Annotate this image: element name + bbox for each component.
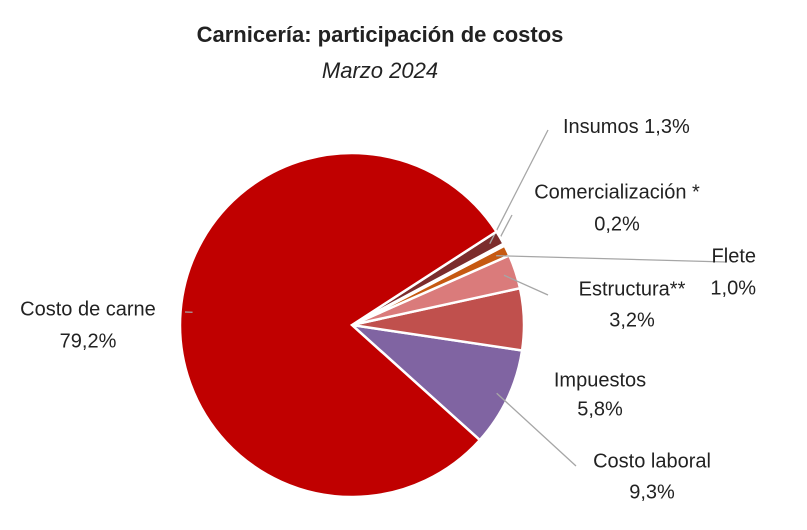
category-label: Flete xyxy=(712,245,756,267)
category-label: Costo laboral xyxy=(593,450,711,472)
leader-line xyxy=(503,274,549,296)
category-label: Insumos xyxy=(563,116,639,138)
value-label: 79,2% xyxy=(60,330,117,352)
pie-slice xyxy=(348,323,524,442)
value-label: 1,0% xyxy=(710,277,756,299)
leader-line xyxy=(489,129,549,245)
category-label: Impuestos xyxy=(554,369,646,391)
data-label: Insumos 1,3% xyxy=(563,116,690,138)
value-label: 0,2% xyxy=(594,213,640,235)
category-label: Comercialización * xyxy=(534,181,700,203)
value-label: 3,2% xyxy=(609,309,655,331)
value-label: 5,8% xyxy=(577,398,623,420)
pie-slice xyxy=(178,151,499,499)
category-label: Costo de carne xyxy=(20,298,156,320)
chart-subtitle: Marzo 2024 xyxy=(322,58,438,83)
leader-line xyxy=(496,392,577,467)
leader-line xyxy=(496,255,727,263)
value-label: 9,3% xyxy=(629,481,675,503)
category-label: Estructura** xyxy=(579,278,686,300)
value-label: 1,3% xyxy=(644,116,690,138)
chart-title: Carnicería: participación de costos xyxy=(197,22,564,47)
